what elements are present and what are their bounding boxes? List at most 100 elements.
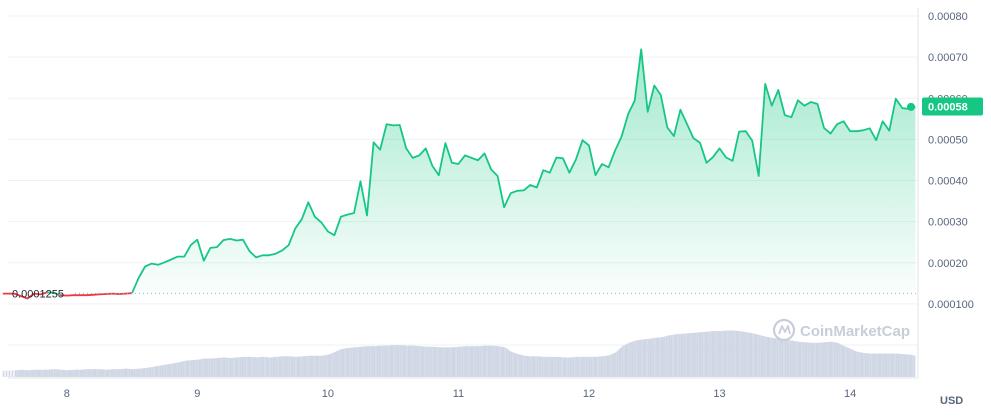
volume-bar — [311, 355, 314, 377]
volume-bar — [180, 361, 183, 377]
volume-bar — [469, 346, 472, 377]
volume-bar — [415, 345, 418, 377]
volume-bar — [830, 341, 833, 377]
volume-bar — [727, 330, 730, 377]
volume-bar — [602, 356, 604, 377]
volume-bar — [809, 342, 811, 377]
volume-bar — [629, 342, 632, 377]
volume-bar — [264, 356, 266, 377]
baseline-label: 0.0001255 — [12, 288, 64, 300]
volume-bar — [190, 360, 193, 377]
volume-bar — [729, 330, 731, 377]
volume-bar — [884, 353, 886, 377]
volume-bar — [726, 330, 728, 377]
volume-bar — [314, 355, 317, 377]
volume-bar — [871, 353, 873, 377]
volume-bar — [574, 356, 576, 377]
volume-bar — [579, 356, 581, 377]
volume-bar — [394, 345, 397, 377]
volume-bar — [301, 356, 304, 377]
volume-bar — [820, 342, 823, 377]
volume-bar — [652, 338, 655, 377]
volume-bar — [262, 356, 265, 377]
price-line — [2, 48, 916, 300]
volume-bar — [339, 349, 341, 377]
volume-bar — [197, 359, 199, 377]
volume-bar — [383, 345, 385, 377]
volume-bar — [414, 345, 416, 377]
volume-bar — [376, 345, 379, 377]
volume-bar — [52, 369, 54, 377]
volume-bar — [97, 369, 100, 377]
volume-bar — [882, 353, 885, 377]
volume-bar — [195, 359, 198, 377]
volume-bar — [541, 356, 544, 377]
volume-bar — [647, 338, 650, 377]
volume-bar — [412, 345, 415, 377]
volume-bar — [313, 355, 315, 377]
volume-bar — [340, 349, 343, 377]
volume-bar — [203, 358, 206, 377]
current-price-label: 0.00058 — [928, 101, 968, 113]
volume-bar — [194, 359, 196, 377]
volume-bar — [269, 357, 271, 377]
volume-bar — [58, 369, 61, 377]
volume-bar — [471, 346, 474, 377]
volume-bar — [858, 352, 860, 377]
volume-bar — [848, 348, 851, 377]
volume-bar — [267, 357, 270, 377]
volume-bar — [205, 358, 208, 377]
volume-bar — [184, 360, 186, 377]
volume-bar — [29, 370, 31, 377]
volume-bar — [326, 354, 328, 377]
volume-bar — [562, 357, 565, 377]
volume-bar — [796, 341, 798, 377]
volume-bar — [233, 357, 235, 377]
volume-bar — [673, 334, 676, 377]
volume-bar — [363, 346, 366, 377]
volume-bar — [378, 345, 381, 377]
volume-bar — [63, 370, 66, 377]
volume-bar — [362, 346, 364, 377]
volume-bar — [693, 332, 696, 377]
volume-bar — [384, 345, 387, 377]
volume-bar — [721, 330, 723, 377]
volume-bar — [189, 360, 191, 377]
volume-bar — [855, 351, 857, 377]
volume-bar — [283, 356, 286, 377]
volume-bar — [122, 368, 124, 377]
volume-bar — [569, 357, 572, 377]
volume-bar — [318, 355, 320, 377]
volume-bar — [241, 356, 243, 377]
volume-bar — [349, 347, 351, 377]
volume-bar — [799, 341, 802, 377]
volume-bar — [807, 342, 810, 377]
volume-bar — [398, 345, 400, 377]
volume-bar — [763, 336, 766, 377]
volume-bar — [672, 334, 674, 377]
volume-bar — [502, 347, 505, 377]
volume-bar — [464, 346, 467, 377]
volume-bar — [520, 354, 523, 377]
volume-bar — [450, 347, 452, 377]
volume-bar — [300, 356, 302, 377]
volume-bar — [21, 369, 23, 377]
volume-bar — [220, 357, 222, 377]
volume-bar — [887, 353, 890, 377]
volume-bar — [696, 332, 699, 377]
volume-bar — [556, 356, 558, 377]
volume-bar — [448, 347, 451, 377]
volume-bar — [27, 370, 30, 377]
volume-bar — [210, 358, 212, 377]
volume-bar — [709, 331, 712, 377]
volume-bar — [463, 346, 465, 377]
volume-bar — [316, 355, 319, 377]
volume-bar — [295, 356, 297, 377]
volume-bar — [476, 346, 478, 377]
volume-bar — [561, 357, 563, 377]
volume-bar — [445, 347, 447, 377]
volume-bar — [633, 341, 635, 377]
volume-bar — [654, 337, 656, 377]
volume-bar — [703, 331, 705, 377]
volume-bar — [141, 368, 144, 377]
